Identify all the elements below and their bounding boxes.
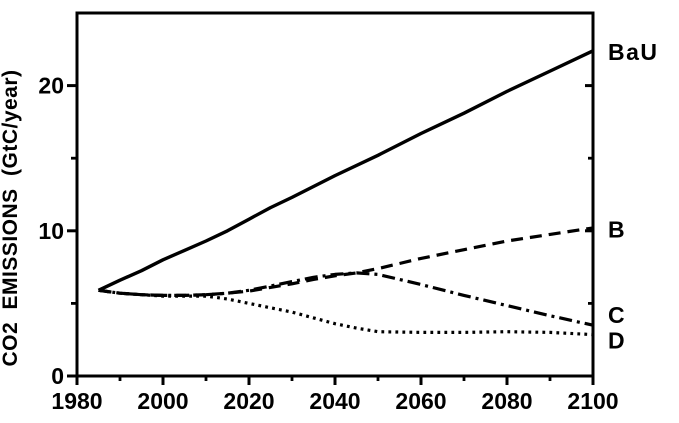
x-tick-label: 2020 [223, 388, 274, 414]
x-tick-label: 2080 [481, 388, 532, 414]
x-tick-label: 2000 [137, 388, 188, 414]
series-line-D [98, 288, 594, 337]
y-axis-title: CO2 EMISSIONS (GtC/year) [0, 69, 22, 366]
x-tick-label: 2100 [567, 388, 618, 414]
series-line-BaU [97, 49, 594, 292]
plot-frame [75, 11, 595, 378]
y-tick-label: 10 [38, 218, 64, 244]
series-label-BaU: BaU [608, 39, 659, 65]
series-label-D: D [608, 327, 626, 353]
y-tick-label: 20 [38, 73, 64, 99]
y-tick-label: 0 [51, 363, 64, 389]
x-tick-label: 2040 [309, 388, 360, 414]
x-tick-label: 2060 [395, 388, 446, 414]
series-line-B [98, 226, 594, 297]
series-label-C: C [608, 302, 626, 328]
series-label-B: B [608, 216, 626, 242]
series-line-C [98, 271, 594, 327]
x-tick-label: 1980 [51, 388, 102, 414]
